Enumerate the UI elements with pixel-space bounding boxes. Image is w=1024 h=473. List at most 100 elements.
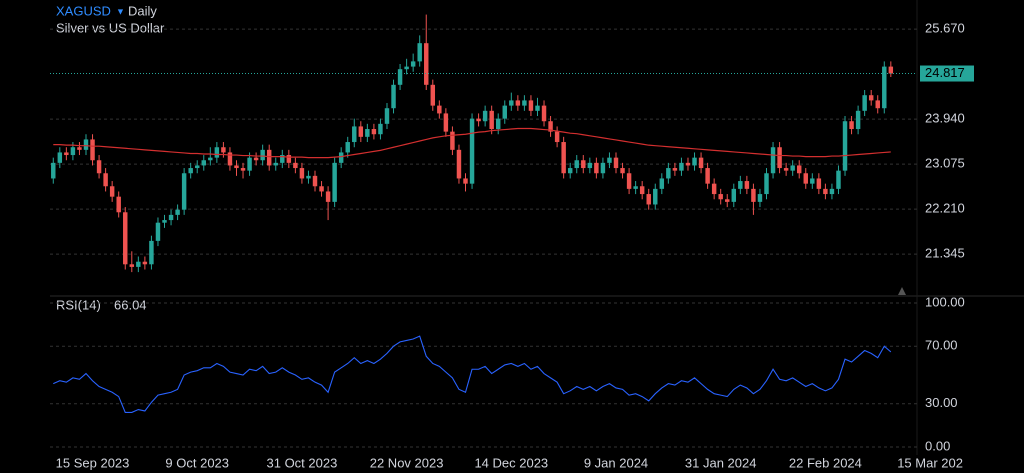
candle-body <box>247 157 252 171</box>
candle-body <box>227 152 233 166</box>
candle-body <box>679 162 684 171</box>
candle-body <box>221 147 226 153</box>
candle-body <box>306 175 311 179</box>
candle-body <box>424 43 429 85</box>
x-tick-label: 22 Feb 2024 <box>789 455 862 470</box>
candle-body <box>836 170 841 189</box>
symbol[interactable]: XAGUSD <box>56 3 111 18</box>
candle-body <box>705 168 710 184</box>
candle-body <box>358 126 364 137</box>
y-tick-label: 30.00 <box>925 395 958 410</box>
dropdown-icon[interactable]: ▼ <box>116 6 125 16</box>
candle-body <box>463 178 468 184</box>
y-tick-label: 0.00 <box>925 438 950 453</box>
candle-body <box>90 139 95 161</box>
candle-body <box>770 147 776 174</box>
candle-body <box>149 240 154 265</box>
scroll-icon[interactable] <box>898 287 906 295</box>
candle-body <box>574 160 579 169</box>
candle-body <box>882 66 887 109</box>
x-tick-label: 31 Oct 2023 <box>267 455 338 470</box>
y-tick-label: 23.075 <box>925 156 965 171</box>
candle-body <box>338 152 344 163</box>
last-price-box <box>920 65 974 82</box>
candle-body <box>535 105 540 111</box>
interval[interactable]: Daily <box>128 3 157 18</box>
candle-body <box>777 147 782 169</box>
candle-body <box>397 69 403 85</box>
candle-body <box>796 165 802 174</box>
candle-body <box>57 152 63 163</box>
candle-body <box>234 165 239 169</box>
candle-body <box>116 196 121 213</box>
x-tick-label: 15 Sep 2023 <box>56 455 130 470</box>
candle-body <box>692 157 697 166</box>
indicator-value: 66.04 <box>114 297 147 312</box>
x-tick-label: 9 Jan 2024 <box>584 455 648 470</box>
candle-body <box>666 168 671 179</box>
candle-body <box>587 162 593 169</box>
candle-body <box>653 188 658 205</box>
candle-body <box>155 222 161 241</box>
candle-body <box>195 165 200 169</box>
y-tick-label: 70.00 <box>925 338 958 353</box>
y-tick-label: 100.00 <box>925 294 965 309</box>
candle-body <box>803 173 808 184</box>
candle-body <box>515 100 521 106</box>
candle-body <box>888 66 894 74</box>
candle-body <box>332 162 337 202</box>
candle-body <box>443 113 449 132</box>
x-tick-label: 14 Dec 2023 <box>474 455 548 470</box>
candle-body <box>70 147 76 156</box>
candle-body <box>764 173 769 195</box>
candle-body <box>875 100 880 109</box>
candle-body <box>129 264 135 267</box>
subtitle: Silver vs US Dollar <box>56 20 165 35</box>
candle-body <box>502 105 507 119</box>
candle-body <box>620 168 625 174</box>
candle-body <box>862 95 867 111</box>
candle-body <box>181 173 187 210</box>
candle-body <box>757 194 763 202</box>
candle-body <box>260 149 265 161</box>
y-tick-label: 21.345 <box>925 246 965 261</box>
candle-body <box>188 168 193 174</box>
candle-body <box>273 162 278 166</box>
candle-body <box>136 261 141 267</box>
candle-body <box>685 162 691 166</box>
candle-body <box>600 162 606 174</box>
indicator-line <box>53 335 892 413</box>
y-tick-label: 23.940 <box>925 111 965 126</box>
y-tick-label: 25.670 <box>925 21 965 36</box>
candle-body <box>123 212 128 265</box>
candle-body <box>495 118 501 130</box>
x-tick-label: 15 Mar 202 <box>897 455 963 470</box>
candle-body <box>253 157 259 161</box>
candle-body <box>51 162 56 179</box>
candle-body <box>175 209 180 215</box>
candle-body <box>450 131 455 150</box>
moving-average <box>53 127 891 159</box>
candle-body <box>214 147 220 158</box>
candle-body <box>790 165 795 171</box>
candle-body <box>751 188 756 202</box>
candle-body <box>109 186 115 197</box>
candle-body <box>868 95 874 101</box>
candle-body <box>96 160 102 174</box>
candle-body <box>325 191 331 202</box>
candle-body <box>528 100 534 111</box>
candle-body <box>201 160 206 166</box>
candle-body <box>711 183 717 195</box>
candle-body <box>345 142 350 153</box>
candle-body <box>286 155 292 163</box>
candle-body <box>855 110 861 130</box>
candle-body <box>829 188 835 195</box>
candle-body <box>280 155 285 163</box>
candle-body <box>319 186 324 192</box>
candle-body <box>208 157 213 161</box>
y-tick-label: 22.210 <box>925 201 965 216</box>
candle-body <box>613 157 619 169</box>
